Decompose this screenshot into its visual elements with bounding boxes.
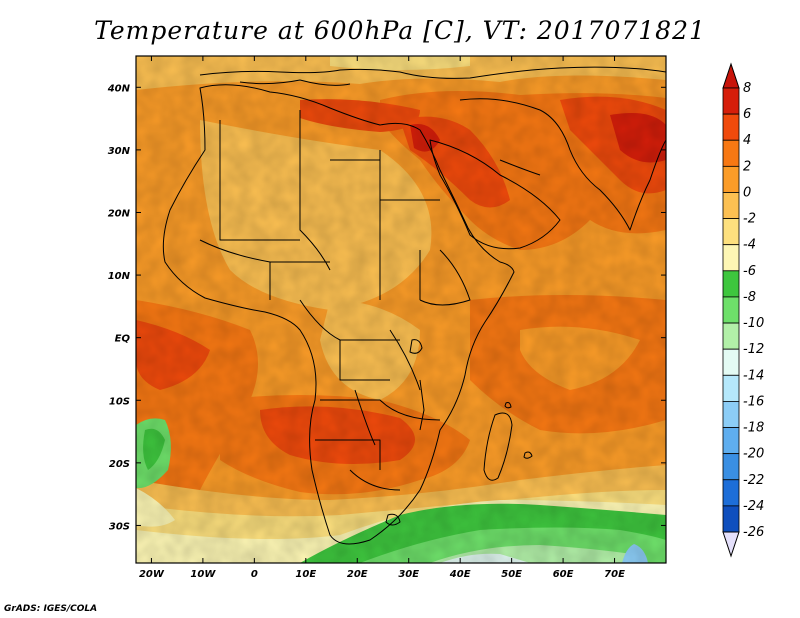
lat-tick-label: 20S — [109, 459, 130, 470]
colorbar-swatch — [722, 479, 740, 507]
grads-credit: GrADS: IGES/COLA — [4, 604, 98, 614]
colorbar-label: -26 — [743, 525, 764, 540]
colorbar-label: -8 — [743, 290, 756, 305]
lon-tick-label: 20E — [347, 569, 368, 580]
lat-tick-label: 30S — [109, 521, 130, 532]
lon-tick-label: 10W — [190, 569, 216, 580]
temperature-field — [136, 56, 666, 563]
lat-tick-label: 40N — [107, 83, 131, 94]
lon-tick-label: 20W — [139, 569, 165, 580]
colorbar-label: -18 — [743, 421, 764, 436]
colorbar-label: -12 — [743, 342, 764, 357]
colorbar-swatch — [722, 139, 740, 167]
colorbar-label: -10 — [743, 316, 764, 331]
latitude-axis: 40N 30N 20N 10N EQ 10S 20S 30S — [107, 83, 666, 532]
lon-tick-label: 30E — [398, 569, 419, 580]
colorbar-swatch — [722, 87, 740, 115]
colorbar-swatch — [722, 374, 740, 402]
colorbar-label: -4 — [743, 238, 756, 253]
colorbar-swatch — [722, 453, 740, 481]
colorbar-swatch — [722, 427, 740, 455]
lat-tick-label: 20N — [108, 208, 131, 219]
lat-tick-label: EQ — [115, 334, 131, 345]
coastlines-and-borders — [162, 66, 666, 545]
colorbar-swatch — [722, 218, 740, 246]
lon-tick-label: 50E — [501, 569, 522, 580]
colorbar-label: -24 — [743, 499, 764, 514]
colorbar-bottom-arrow — [722, 531, 740, 558]
lat-tick-label: 10S — [109, 396, 130, 407]
colorbar-label: -2 — [743, 212, 756, 227]
map-frame — [135, 55, 667, 564]
lat-tick-label: 30N — [108, 146, 131, 157]
colorbar-label: -20 — [743, 447, 764, 462]
colorbar-swatch — [722, 244, 740, 272]
colorbar-swatch — [722, 401, 740, 428]
lat-tick-label: 10N — [108, 271, 131, 282]
colorbar-label: 4 — [743, 133, 751, 148]
colorbar-label: -22 — [743, 473, 764, 488]
colorbar-label: 6 — [743, 107, 751, 122]
colorbar-top-arrow — [722, 62, 740, 89]
lon-tick-label: 10E — [295, 569, 316, 580]
lon-tick-label: 0 — [251, 569, 258, 580]
map-title: Temperature at 600hPa [C], VT: 201707182… — [94, 16, 706, 45]
colorbar-label: 8 — [743, 81, 751, 96]
lon-tick-label: 70E — [604, 569, 625, 580]
colorbar-label: -16 — [743, 394, 764, 409]
colorbar: 8 6 4 2 0 -2 -4 -6 -8 -10 -12 -14 -16 -18 -20 -22 -24 -26 — [722, 62, 764, 558]
colorbar-swatch — [722, 348, 740, 376]
lon-tick-label: 40E — [449, 569, 471, 580]
colorbar-swatch — [722, 270, 740, 298]
colorbar-swatch — [722, 192, 740, 219]
colorbar-swatch — [722, 505, 740, 533]
colorbar-swatch — [722, 322, 740, 350]
colorbar-swatch — [722, 296, 740, 324]
colorbar-swatch — [722, 113, 740, 141]
lon-tick-label: 60E — [553, 569, 574, 580]
colorbar-swatch — [722, 165, 740, 193]
colorbar-label: 0 — [743, 185, 751, 200]
colorbar-label: -14 — [743, 368, 764, 383]
longitude-axis: 20W 10W 0 10E 20E 30E 40E 50E 60E 70E — [139, 56, 625, 580]
colorbar-label: 2 — [743, 159, 751, 174]
colorbar-label: -6 — [743, 264, 756, 279]
